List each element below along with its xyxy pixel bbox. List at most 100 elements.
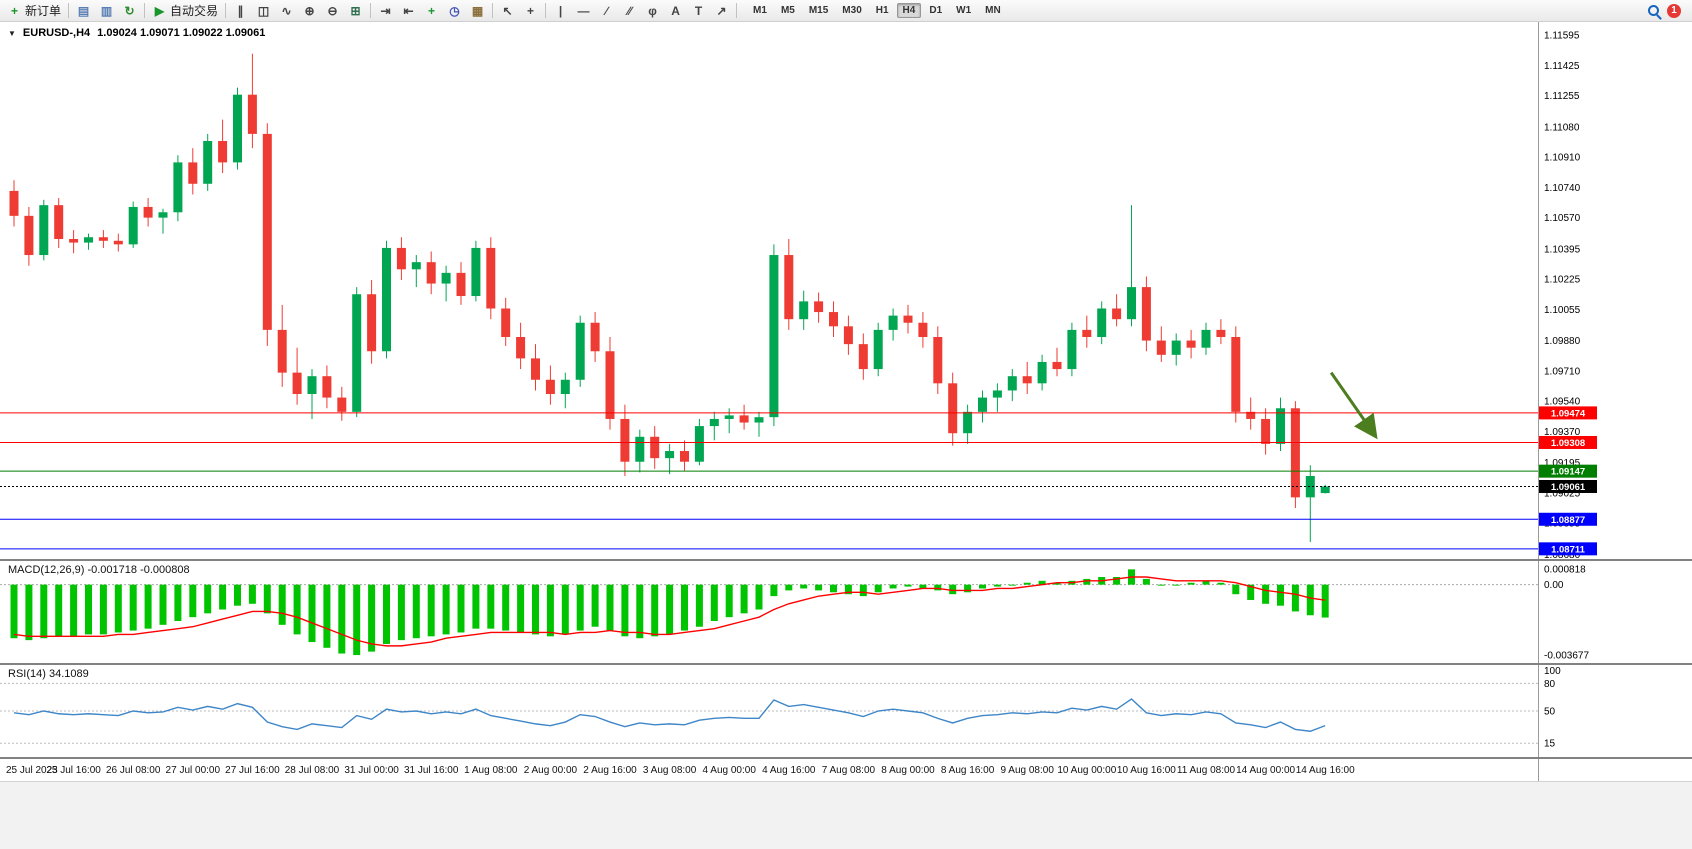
time-label: 7 Aug 08:00: [821, 765, 876, 776]
support-line-blue-2[interactable]: 1.08711: [0, 542, 1597, 556]
timeframe-h4[interactable]: H4: [896, 3, 922, 18]
toolbar-separator: [225, 3, 227, 18]
autotrade-button-label: 自动交易: [170, 4, 219, 18]
time-label: 31 Jul 16:00: [403, 765, 459, 776]
timeframe-mn[interactable]: MN: [985, 5, 1001, 16]
label-button[interactable]: T: [687, 2, 710, 20]
resistance-line-1[interactable]: 1.09474: [0, 406, 1597, 420]
time-label: 10 Aug 00:00: [1057, 765, 1117, 776]
support-line-blue-1[interactable]: 1.08877: [0, 512, 1597, 526]
text-button[interactable]: A: [664, 2, 687, 20]
time-label: 11 Aug 08:00: [1176, 765, 1236, 776]
periods-button[interactable]: ◷: [443, 2, 466, 20]
macd-axis-label: 0.000818: [1544, 565, 1586, 576]
chart-bars-button[interactable]: ∥: [229, 2, 252, 20]
price-tag: 1.09474: [1551, 408, 1586, 419]
price-axis-labels[interactable]: 1.11595 1.11425 1.11255 1.11080 1.10910 1.107…: [1544, 31, 1581, 559]
channel-button[interactable]: ∕∕: [618, 2, 641, 20]
price-tag: 1.09308: [1551, 438, 1585, 449]
chart-profiles-icon: ▤: [77, 3, 90, 18]
one-click-trading-icon[interactable]: ▼: [8, 28, 16, 38]
macd-axis-label: -0.003677: [1544, 651, 1589, 662]
toolbar-separator: [545, 3, 547, 18]
chart-shift-button[interactable]: ⇤: [397, 2, 420, 20]
panel-divider[interactable]: [0, 663, 1692, 665]
zoom-in-icon: ⊕: [304, 3, 315, 18]
time-label: 25 Jul 16:00: [46, 765, 101, 776]
templates-button[interactable]: ▦: [466, 2, 489, 20]
main-chart-panel[interactable]: 1.11595 1.11425 1.11255 1.11080 1.10910 1.107…: [0, 22, 1692, 559]
rsi-panel[interactable]: 100 80 50 15 RSI(14) 34.1089: [0, 665, 1692, 757]
charts-bar-button[interactable]: ▤: [72, 2, 95, 20]
time-axis[interactable]: 25 Jul 2023 25 Jul 16:00 26 Jul 08:00 27 Ju…: [0, 759, 1692, 781]
ohlc-bars-icon: ∥: [237, 3, 244, 18]
rsi-label: RSI(14) 34.1089: [8, 668, 89, 680]
timeframe-m30[interactable]: M30: [842, 5, 862, 16]
toolbar-separator: [68, 3, 70, 18]
refresh-icon: ↻: [124, 3, 135, 18]
search-icon[interactable]: [1648, 5, 1659, 16]
time-label: 1 Aug 08:00: [464, 765, 518, 776]
resistance-line-2[interactable]: 1.09308: [0, 435, 1597, 449]
chart-symbol-label: ▼ EURUSD-,H4 1.09024 1.09071 1.09022 1.0…: [8, 27, 265, 39]
panel-divider[interactable]: [0, 559, 1692, 561]
text-icon: A: [671, 3, 680, 18]
auto-scroll-button[interactable]: ⇥: [374, 2, 397, 20]
timeframe-w1[interactable]: W1: [956, 5, 972, 16]
new-order-button-label: 新订单: [25, 4, 62, 18]
panel-divider[interactable]: [0, 757, 1692, 759]
chart-candles-button[interactable]: ◫: [252, 2, 275, 20]
time-label: 10 Aug 16:00: [1116, 765, 1176, 776]
price-axis-label: 1.09025: [1544, 488, 1581, 499]
new-order-button[interactable]: + 新订单: [3, 2, 65, 20]
vertical-line-button[interactable]: |: [549, 2, 572, 20]
autotrade-button[interactable]: ▶ 自动交易: [148, 2, 222, 20]
rsi-axis-label: 100: [1544, 666, 1561, 677]
refresh-button[interactable]: ↻: [118, 2, 141, 20]
fibonacci-icon: φ: [648, 3, 657, 18]
price-axis-label: 1.11255: [1544, 91, 1580, 102]
timeframe-m15[interactable]: M15: [808, 5, 829, 16]
macd-chart[interactable]: 0.000818 0.00 -0.003677: [0, 561, 1692, 663]
price-axis-label: 1.10740: [1544, 183, 1581, 194]
candlestick-chart[interactable]: 1.11595 1.11425 1.11255 1.11080 1.10910 1.107…: [0, 22, 1692, 559]
horizontal-line-button[interactable]: —: [572, 2, 595, 20]
price-tag: 1.09147: [1551, 467, 1585, 478]
fibonacci-button[interactable]: φ: [641, 2, 664, 20]
time-label: 14 Aug 00:00: [1236, 765, 1296, 776]
tile-windows-button[interactable]: ⊞: [344, 2, 367, 20]
zoom-out-button[interactable]: ⊖: [321, 2, 344, 20]
current-price-line[interactable]: 1.09061: [0, 479, 1597, 493]
toolbar-separator: [736, 3, 738, 18]
indicators-button[interactable]: +: [420, 2, 443, 20]
timeframe-h1[interactable]: H1: [875, 5, 889, 16]
templates-icon: ▦: [471, 3, 484, 18]
timeframe-m5[interactable]: M5: [780, 5, 795, 16]
macd-panel[interactable]: 0.000818 0.00 -0.003677 MACD(12,26,9) -0.0…: [0, 561, 1692, 663]
price-axis-label: 1.09710: [1544, 366, 1581, 377]
macd-axis-label: 0.00: [1544, 580, 1564, 591]
window-bottom-area: [0, 781, 1692, 849]
arrows-icon: ↗: [716, 3, 727, 18]
trendline-button[interactable]: ∕: [595, 2, 618, 20]
time-label: 4 Aug 00:00: [702, 765, 756, 776]
price-axis-label: 1.09880: [1544, 336, 1581, 347]
timeframe-d1[interactable]: D1: [929, 5, 943, 16]
cursor-button[interactable]: ↖: [496, 2, 519, 20]
price-axis-label: 1.10395: [1544, 244, 1581, 255]
support-line-green[interactable]: 1.09147: [0, 464, 1597, 478]
price-axis-label: 1.09195: [1544, 458, 1581, 469]
candles-layer: [9, 53, 1330, 542]
rsi-axis-label: 80: [1544, 679, 1556, 690]
crosshair-button[interactable]: +: [519, 2, 542, 20]
timeframe-m1[interactable]: M1: [753, 5, 767, 16]
chart-line-button[interactable]: ∿: [275, 2, 298, 20]
crosshair-icon: +: [527, 3, 535, 18]
rsi-chart[interactable]: 100 80 50 15: [0, 665, 1692, 757]
profiles-button[interactable]: ▥: [95, 2, 118, 20]
arrows-button[interactable]: ↗: [710, 2, 733, 20]
price-tag: 1.08711: [1551, 544, 1586, 555]
notification-badge[interactable]: 1: [1667, 3, 1681, 18]
trend-arrow-annotation[interactable]: [1329, 371, 1378, 440]
zoom-in-button[interactable]: ⊕: [298, 2, 321, 20]
